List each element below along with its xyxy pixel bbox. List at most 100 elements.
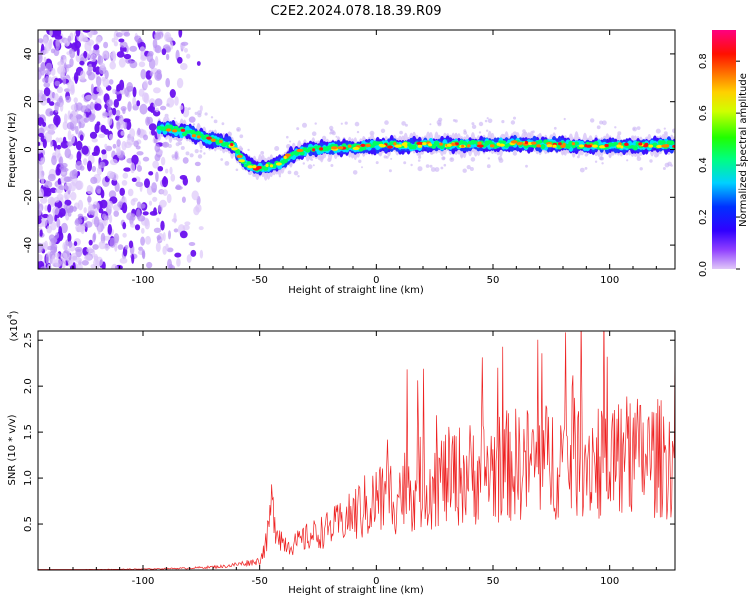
spectrogram-scatter-cell bbox=[189, 119, 193, 122]
spectrogram-noise-cell bbox=[38, 52, 43, 64]
spectrogram-scatter-cell bbox=[463, 131, 468, 135]
spectrogram-noise-cell bbox=[96, 76, 102, 87]
spectrogram-noise-cell bbox=[38, 163, 43, 173]
spectrogram-noise-cell bbox=[125, 120, 132, 130]
spectrogram-noise-cell bbox=[149, 71, 154, 77]
spectrogram-ridge-cell bbox=[361, 146, 367, 151]
spectrogram-scatter-cell bbox=[486, 117, 489, 120]
spectrogram-noise-cell bbox=[184, 221, 191, 226]
spectrogram-noise-cell bbox=[142, 92, 149, 103]
spectrogram-ridge-cell bbox=[660, 140, 666, 146]
spectrogram-noise-cell bbox=[199, 105, 203, 112]
spectrogram-scatter-cell bbox=[471, 124, 477, 129]
spectrogram-scatter-cell bbox=[302, 122, 307, 128]
spectrogram-noise-cell bbox=[152, 196, 158, 202]
x-tick-label: 0 bbox=[373, 576, 379, 587]
spectrogram-noise-cell bbox=[131, 177, 137, 182]
spectrogram-ridge-cell bbox=[433, 140, 440, 146]
spectrogram-noise-cell bbox=[146, 116, 153, 125]
spectrogram-noise-cell bbox=[129, 45, 138, 52]
spectrogram-noise-cell bbox=[131, 154, 139, 165]
spectrogram-noise-cell bbox=[143, 80, 149, 89]
spectrogram-scatter-cell bbox=[497, 156, 503, 161]
spectrogram-noise-cell bbox=[91, 165, 97, 173]
spectrogram-noise-cell bbox=[135, 145, 141, 150]
spectrogram-noise-cell bbox=[98, 240, 106, 250]
spectrogram-noise-cell bbox=[165, 34, 170, 39]
spectrogram-scatter-cell bbox=[197, 113, 202, 118]
spectrogram-noise-cell bbox=[115, 32, 123, 38]
spectrogram-noise-cell bbox=[121, 140, 127, 151]
snr-x-label: Height of straight line (km) bbox=[288, 585, 424, 596]
spectrogram-scatter-cell bbox=[563, 117, 566, 121]
spectrogram-scatter-cell bbox=[274, 146, 280, 151]
spectrogram-scatter-cell bbox=[601, 162, 604, 165]
spectrogram-ridge-cell bbox=[411, 144, 417, 150]
spectrogram-noise-cell bbox=[107, 224, 113, 235]
spectrogram-noise-cell bbox=[156, 217, 160, 222]
spectrogram-noise-cell bbox=[38, 89, 42, 96]
spectrogram-noise-cell bbox=[159, 199, 167, 208]
spectrogram-noise-cell bbox=[108, 190, 117, 199]
spectrogram-hot-cell bbox=[510, 140, 518, 144]
spectrogram-noise-cell bbox=[106, 99, 113, 107]
spectrogram-noise-cell bbox=[38, 242, 44, 253]
spectrogram-noise-cell bbox=[113, 210, 119, 217]
spectrogram-noise-cell bbox=[60, 66, 66, 78]
spectrogram-noise-cell bbox=[129, 60, 138, 69]
spectrogram-hot-cell bbox=[365, 143, 371, 148]
spectrogram-hot-cell bbox=[536, 144, 542, 148]
spectrogram-noise-cell bbox=[45, 62, 53, 71]
spectrogram-noise-cell bbox=[116, 148, 122, 156]
spectrogram-noise-cell bbox=[47, 188, 51, 193]
spectrogram-noise-cell bbox=[173, 212, 177, 224]
spectrogram-noise-cell bbox=[49, 30, 53, 37]
spectrogram-noise-cell bbox=[174, 252, 182, 258]
spectrogram-hot-cell bbox=[319, 147, 324, 151]
spectrogram-noise-cell bbox=[143, 134, 148, 141]
x-tick-label: 50 bbox=[487, 576, 500, 587]
spectrogram-scatter-cell bbox=[441, 156, 446, 161]
colorbar-ticks: 0.0 0.2 0.4 0.6 0.8 bbox=[698, 53, 740, 277]
spectrogram-noise-cell bbox=[132, 197, 139, 202]
spectrogram-ridge-cell bbox=[431, 143, 437, 149]
spectrogram-scatter-cell bbox=[417, 159, 421, 162]
spectrogram-noise-cell bbox=[75, 30, 81, 37]
spectrogram-noise-cell bbox=[109, 237, 116, 248]
spectrogram-noise-cell bbox=[46, 97, 51, 104]
spectrogram-noise-cell bbox=[44, 42, 52, 52]
spectrogram-hot-cell bbox=[404, 144, 408, 148]
spectrogram-hot-cell bbox=[648, 144, 653, 148]
spectrogram-noise-cell bbox=[91, 249, 96, 258]
spectrogram-noise-cell bbox=[119, 257, 128, 264]
spectrogram-noise-cell bbox=[40, 157, 44, 165]
spectrogram-ridge-cell bbox=[501, 140, 507, 144]
spectrogram-noise-cell bbox=[194, 161, 201, 167]
spectrogram-noise-cell bbox=[175, 184, 182, 190]
colorbar-tick-label: 0.6 bbox=[698, 105, 709, 121]
spectrogram-scatter-cell bbox=[501, 120, 505, 124]
spectrogram-noise-cell bbox=[196, 61, 201, 66]
spectrogram-scatter-cell bbox=[663, 127, 666, 130]
spectrogram-noise-cell bbox=[131, 253, 135, 264]
spectrogram-noise-cell bbox=[123, 118, 131, 123]
spectrogram-noise-cell bbox=[74, 40, 81, 49]
spectrogram-noise-cell bbox=[43, 87, 51, 97]
y-tick-label: 2.0 bbox=[23, 378, 34, 394]
y-tick-label: 20 bbox=[23, 95, 34, 108]
spectrogram-noise-cell bbox=[188, 242, 196, 246]
spectrogram-ridge-cell bbox=[305, 148, 311, 153]
spectrogram-noise-cell bbox=[98, 133, 106, 138]
spectrogram-noise-cell bbox=[142, 156, 150, 162]
spectrogram-hot-cell bbox=[552, 144, 557, 148]
spectrogram-scatter-cell bbox=[221, 122, 225, 126]
spectrogram-scatter-cell bbox=[478, 131, 482, 134]
spectrogram-noise-cell bbox=[41, 50, 49, 54]
spectrogram-noise-cell bbox=[123, 167, 131, 172]
spectrogram-hot-cell bbox=[360, 143, 366, 147]
spectrogram-noise-cell bbox=[170, 265, 175, 269]
spectrogram-scatter-cell bbox=[352, 170, 358, 175]
spectrogram-noise-cell bbox=[58, 226, 63, 236]
spectrogram-noise-cell bbox=[90, 176, 98, 184]
spectrogram-scatter-cell bbox=[403, 161, 407, 165]
